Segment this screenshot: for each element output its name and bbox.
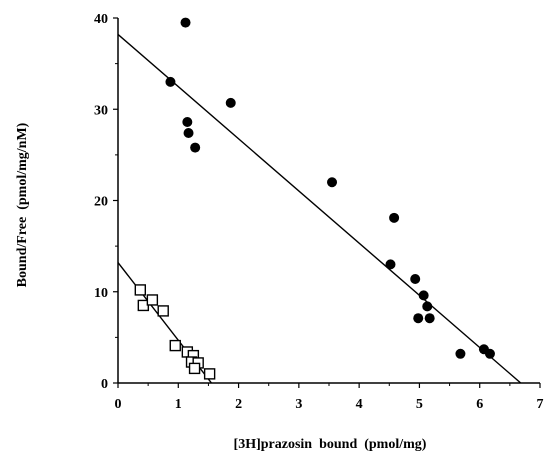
y-tick-label: 20	[94, 195, 108, 210]
x-tick-label: 2	[235, 397, 242, 412]
data-point-circle	[389, 212, 400, 223]
x-tick-label: 3	[295, 397, 302, 412]
data-point-square	[157, 305, 169, 317]
x-tick-label: 6	[476, 397, 483, 412]
data-point-square	[134, 284, 147, 296]
data-point-circle	[410, 273, 421, 284]
fit-lines	[117, 33, 522, 384]
data-point-circle	[183, 127, 194, 138]
y-axis-title: Bound/Free (pmol/mg/nM)	[15, 122, 30, 287]
data-point-square	[203, 368, 216, 380]
x-tick-label: 4	[356, 397, 363, 412]
y-tick-label: 40	[94, 12, 108, 27]
data-point-circle	[422, 301, 433, 312]
data-point-circle	[418, 290, 429, 301]
y-tick-label: 30	[94, 103, 108, 118]
axes: 0 1 2 3 4 5 6 7 0 10 20 30 40	[94, 12, 544, 412]
data-point-circle	[182, 117, 193, 128]
x-tick-label: 5	[416, 397, 423, 412]
data-point-circle	[180, 17, 191, 28]
data-point-circle	[455, 348, 466, 359]
data-point-square	[146, 294, 159, 306]
x-axis-title: [3H]prazosin bound (pmol/mg)	[234, 437, 427, 452]
data-point-circle	[385, 259, 396, 270]
fit-line	[117, 33, 522, 384]
y-tick-label: 10	[94, 286, 108, 301]
data-point-circle	[190, 142, 201, 153]
data-point-circle	[413, 313, 424, 324]
data-point-circle	[424, 313, 435, 324]
data-points	[134, 17, 495, 380]
x-tick-label: 1	[175, 397, 182, 412]
data-point-circle	[484, 348, 495, 359]
data-point-circle	[165, 76, 176, 87]
x-tick-label: 0	[115, 397, 122, 412]
data-point-circle	[327, 177, 338, 188]
x-tick-label: 7	[537, 397, 544, 412]
y-tick-label: 0	[101, 377, 108, 392]
data-point-circle	[225, 97, 236, 108]
data-point-square	[169, 339, 181, 352]
data-point-square	[188, 362, 201, 375]
